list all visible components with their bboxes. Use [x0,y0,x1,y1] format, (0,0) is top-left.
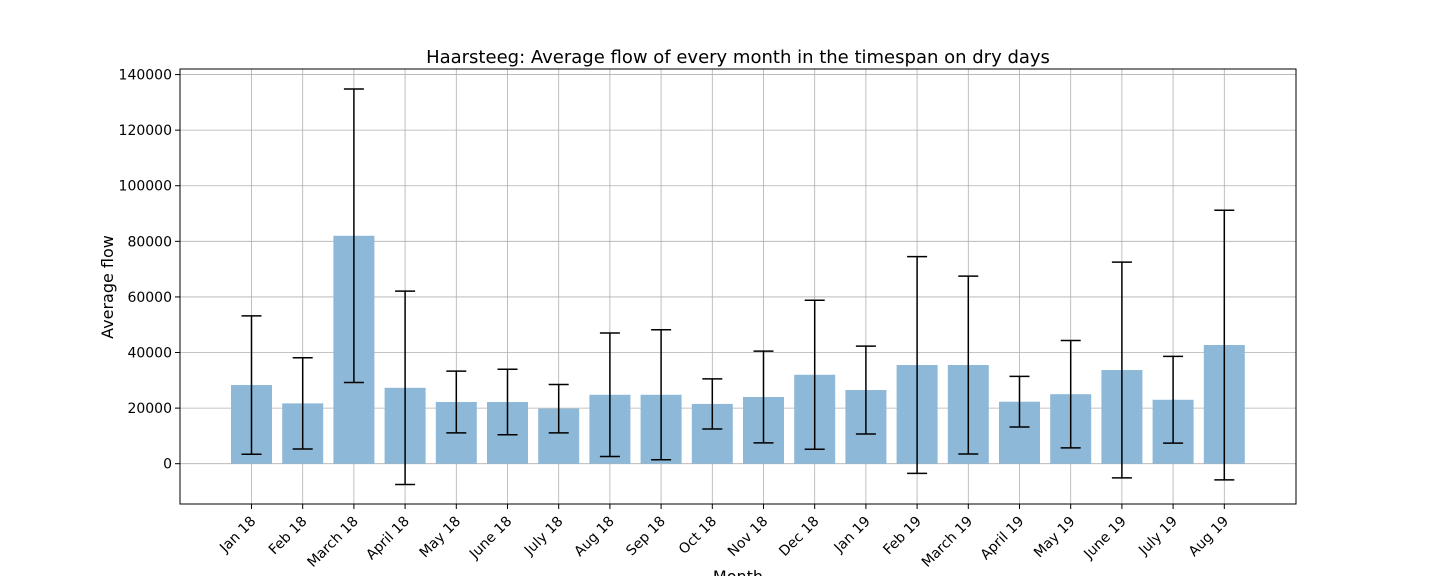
x-tick-label: Jan 18 [216,514,259,557]
y-tick-label: 140000 [119,68,172,84]
x-tick-label: March 19 [919,514,976,571]
x-tick-label: April 18 [363,514,413,564]
x-tick-label: March 18 [304,514,361,571]
x-tick-label: Nov 18 [725,514,771,560]
x-tick-label: Oct 18 [676,514,720,558]
x-tick-label: Jan 19 [831,514,874,557]
x-tick-label: June 19 [1080,514,1129,563]
y-tick-label: 20000 [127,401,172,417]
x-tick-label: May 18 [417,514,465,562]
y-tick-label: 120000 [119,123,172,139]
y-tick-label: 40000 [127,346,172,362]
x-tick-label: June 18 [466,514,515,563]
x-tick-label: July 19 [1135,514,1181,560]
x-tick-label: April 19 [978,514,1028,564]
y-tick-label: 80000 [127,234,172,250]
y-axis-label: Average flow [98,235,117,339]
x-tick-label: May 19 [1031,514,1079,562]
plot-area: 0 20000 40000 60000 80000 100000 120000 140000 J… [119,68,1297,571]
x-tick-label: Aug 18 [571,514,617,560]
x-tick-label: Feb 19 [880,514,925,559]
y-tick-label: 100000 [119,179,172,195]
x-tick-label: July 18 [521,514,567,560]
y-tick-label: 60000 [127,290,172,306]
y-tick-label: 0 [163,457,172,473]
plot-frame [179,68,1297,505]
x-tick-label: Sep 18 [623,514,669,560]
x-tick-label: Dec 18 [776,514,822,560]
x-tick-label: Aug 19 [1186,514,1232,560]
x-tick-label: Feb 18 [266,514,311,559]
chart-title: Haarsteeg: Average flow of every month i… [426,47,1050,68]
x-axis-label: Month [713,567,763,576]
